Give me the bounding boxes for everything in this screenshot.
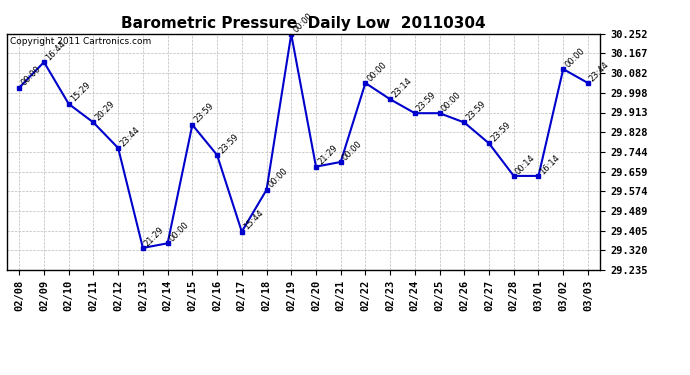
Text: 23:59: 23:59 — [193, 102, 215, 125]
Text: 21:29: 21:29 — [143, 225, 166, 248]
Text: 23:44: 23:44 — [118, 125, 141, 148]
Text: 23:59: 23:59 — [489, 120, 512, 143]
Text: 20:29: 20:29 — [93, 99, 117, 123]
Text: 00:00: 00:00 — [291, 11, 315, 34]
Title: Barometric Pressure  Daily Low  20110304: Barometric Pressure Daily Low 20110304 — [121, 16, 486, 31]
Text: 15:29: 15:29 — [69, 81, 92, 104]
Text: 23:44: 23:44 — [588, 60, 611, 83]
Text: 00:00: 00:00 — [440, 90, 463, 113]
Text: 15:44: 15:44 — [241, 209, 265, 232]
Text: 00:00: 00:00 — [266, 167, 290, 190]
Text: 00:00: 00:00 — [168, 220, 190, 243]
Text: 00:00: 00:00 — [563, 46, 586, 69]
Text: 23:14: 23:14 — [390, 76, 413, 99]
Text: 23:59: 23:59 — [415, 90, 438, 113]
Text: 16:14: 16:14 — [538, 153, 562, 176]
Text: 23:59: 23:59 — [464, 99, 488, 123]
Text: Copyright 2011 Cartronics.com: Copyright 2011 Cartronics.com — [10, 37, 151, 46]
Text: 16:44: 16:44 — [44, 39, 67, 62]
Text: 00:00: 00:00 — [19, 64, 42, 88]
Text: 00:14: 00:14 — [514, 153, 537, 176]
Text: 23:59: 23:59 — [217, 132, 240, 155]
Text: 00:00: 00:00 — [366, 60, 388, 83]
Text: 00:00: 00:00 — [341, 139, 364, 162]
Text: 21:29: 21:29 — [316, 144, 339, 166]
